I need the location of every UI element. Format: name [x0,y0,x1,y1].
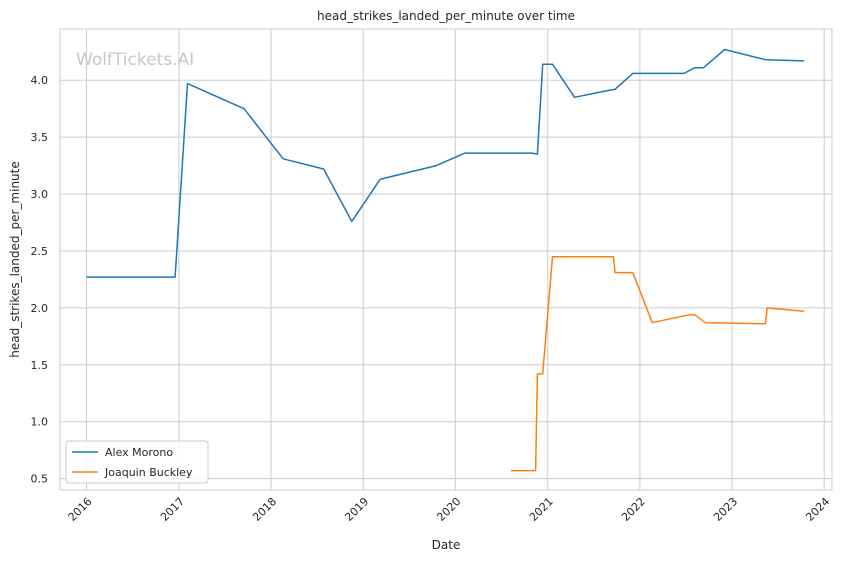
x-tick-label: 2017 [158,495,187,524]
x-tick-label: 2022 [619,495,648,524]
x-tick-label: 2023 [711,495,740,524]
y-tick-label: 0.5 [31,473,49,486]
x-tick-label: 2024 [803,495,832,524]
legend-box [65,440,209,484]
legend-label: Alex Morono [105,446,173,459]
y-tick-label: 4.0 [31,74,49,87]
x-tick-label: 2021 [527,495,556,524]
x-tick-label: 2018 [250,495,279,524]
y-tick-label: 3.0 [31,188,49,201]
x-tick-label: 2016 [66,495,95,524]
x-axis-ticks: 2016 2017 2018 2019 2020 2021 2022 2023 2024 [66,495,833,524]
y-tick-label: 2.5 [31,245,49,258]
series-line-1 [510,255,805,472]
y-tick-label: 3.5 [31,131,49,144]
chart-title: head_strikes_landed_per_minute over time [317,9,575,23]
x-axis-label: Date [432,538,461,552]
y-tick-label: 2.0 [31,302,49,315]
plot-area [59,28,833,491]
y-axis-label: head_strikes_landed_per_minute [8,161,22,358]
series-layer [86,48,805,472]
y-axis-ticks: 0.5 1.0 1.5 2.0 2.5 3.0 3.5 4.0 [31,74,49,485]
series-line-0 [86,48,805,278]
y-tick-label: 1.0 [31,416,49,429]
grid [60,29,832,490]
y-tick-label: 1.5 [31,359,49,372]
legend: Alex Morono Joaquin Buckley [65,440,209,484]
legend-label: Joaquin Buckley [104,466,193,479]
x-tick-label: 2019 [342,495,371,524]
watermark: WolfTickets.AI [76,50,194,70]
x-tick-label: 2020 [434,495,463,524]
